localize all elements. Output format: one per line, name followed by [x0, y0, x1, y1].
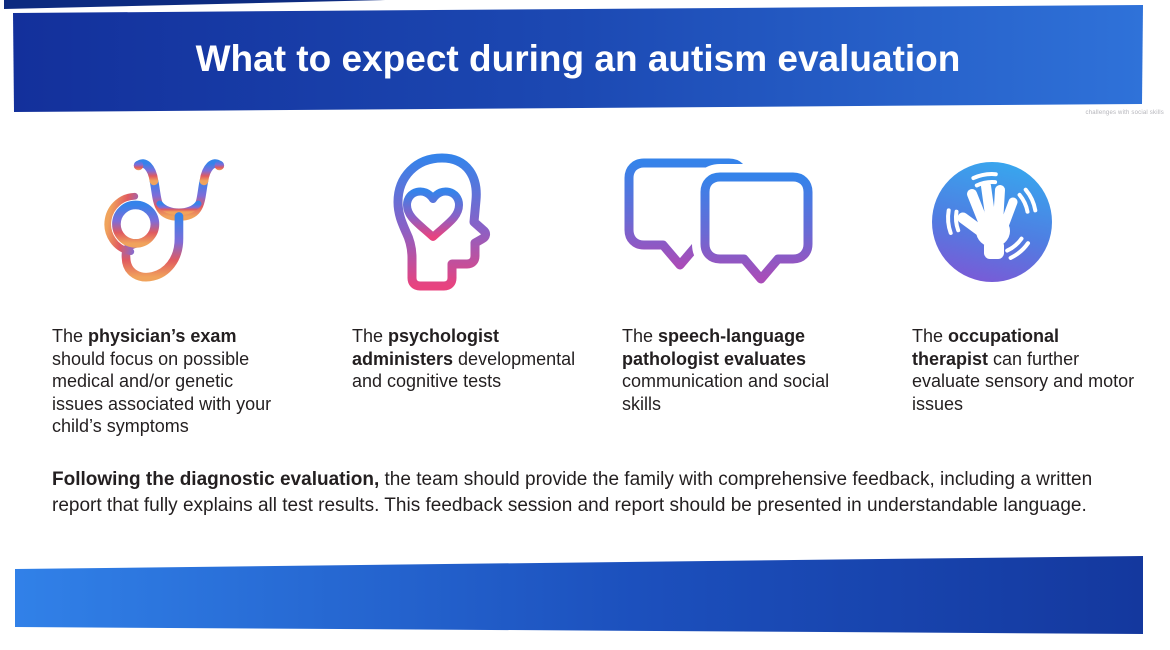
column-occupational-therapist-text: The occupational therapist can further e… — [912, 325, 1140, 415]
column-lead: The — [912, 326, 949, 346]
head-heart-icon — [393, 153, 490, 291]
hand-glyph — [957, 181, 1018, 259]
column-bold: physician’s exam — [88, 326, 237, 346]
column-rest: can further evaluate sensory and motor i… — [912, 348, 1135, 414]
column-rest: communication and social skills — [622, 371, 830, 414]
column-rest: should focus on possible medical and/or … — [52, 348, 272, 437]
summary-paragraph: Following the diagnostic evaluation, the… — [52, 467, 1144, 518]
stethoscope-icon — [104, 159, 225, 282]
column-bold: occupational therapist — [912, 326, 1060, 369]
column-lead: The — [622, 326, 659, 346]
hand-sensory-icon — [932, 162, 1052, 282]
summary-rest: the team should provide the family with … — [52, 469, 1093, 516]
speech-bubbles-icon — [624, 158, 814, 290]
header-banner — [13, 5, 1143, 112]
column-physician-text: The physician’s exam should focus on pos… — [52, 325, 280, 438]
summary-bold: Following the diagnostic evaluation, — [52, 469, 380, 490]
watermark-text: challenges with social skills — [1085, 110, 1164, 116]
page-title: What to expect during an autism evaluati… — [195, 38, 961, 79]
column-lead: The — [352, 326, 389, 346]
footer-banner — [15, 556, 1143, 634]
vibration-arcs — [946, 172, 1038, 260]
column-bold: psychologist administers — [352, 326, 500, 369]
column-psychologist-text: The psychologist administers development… — [352, 325, 582, 393]
column-rest: developmental and cognitive tests — [352, 348, 576, 392]
column-speech-pathologist-text: The speech-language pathologist evaluate… — [622, 325, 858, 415]
header-back-layer — [4, 0, 386, 9]
column-lead: The — [52, 326, 89, 346]
column-bold: speech-language pathologist evaluates — [622, 326, 807, 369]
